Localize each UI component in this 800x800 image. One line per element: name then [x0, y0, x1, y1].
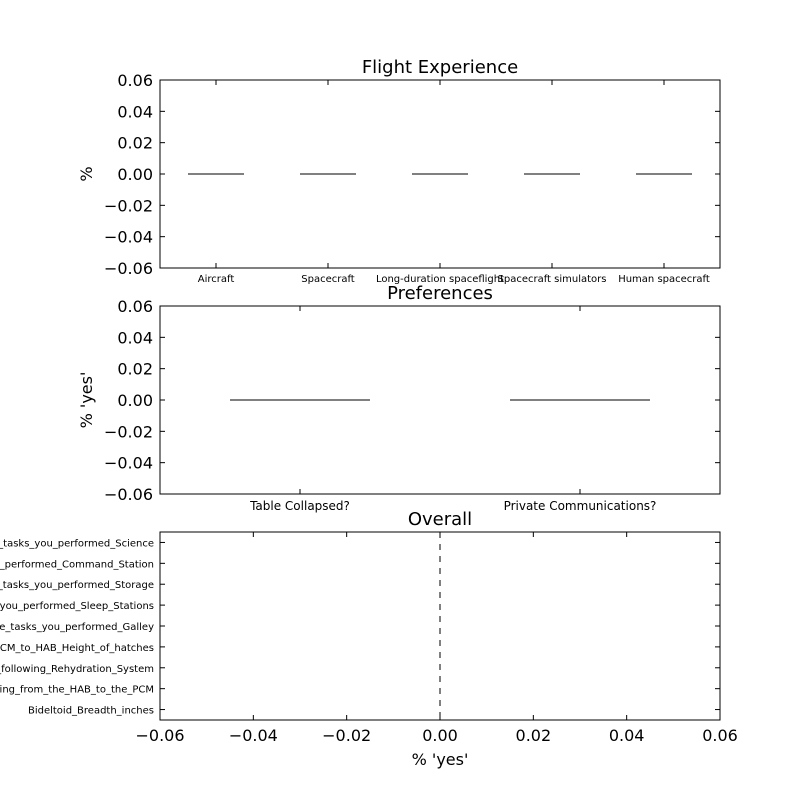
y-tick-label: 0.06: [117, 71, 153, 90]
x-tick-label: 0.02: [516, 726, 552, 745]
x-category-label: Spacecraft simulators: [498, 274, 607, 285]
preferences-panel: Preferences % 'yes' 0.06 0.04 0.02 0.00 −0.0…: [77, 283, 721, 513]
y-category-label: Bideltoid_Breadth_inches: [28, 706, 154, 717]
y-tick-label: −0.04: [104, 454, 153, 473]
y-category-label: Rate_the_tasks_you_performed_Science: [0, 538, 154, 549]
y-tick-label: −0.04: [104, 228, 153, 247]
y-tick-label: 0.02: [117, 134, 153, 153]
y-category-label: Ingress_from_the_PCM_to_HAB_Height_of_ha…: [0, 643, 154, 654]
y-category-label: Rate_the_tasks_you_performed_Galley: [0, 622, 154, 633]
x-category-label: Private Communications?: [504, 499, 657, 513]
overall-x-axis: −0.06 −0.04 −0.02 0.00 0.02 0.04 0.06: [135, 532, 738, 745]
x-category-label: Aircraft: [198, 274, 235, 285]
overall-panel: Overall % 'yes' −0.06 −0.04 −0.02 0.00 0.02 0…: [0, 509, 738, 769]
y-tick-label: −0.02: [104, 422, 153, 441]
y-tick-label: 0.00: [117, 165, 153, 184]
flight-experience-panel: Flight Experience % 0.06 0.04 0.02 0.00 −0.0…: [77, 57, 721, 285]
y-tick-label: −0.06: [104, 485, 153, 504]
flight-experience-title: Flight Experience: [362, 57, 518, 78]
y-tick-label: 0.04: [117, 328, 153, 347]
overall-title: Overall: [408, 509, 472, 530]
y-category-label: Rate_the_tasks_you_performed_Storage: [0, 580, 154, 591]
x-category-label: Table Collapsed?: [249, 499, 350, 513]
preferences-y-axis: 0.06 0.04 0.02 0.00 −0.02 −0.04 −0.06: [104, 297, 720, 504]
y-category-label: Rate_the_following_Rehydration_System: [0, 664, 154, 675]
y-tick-label: −0.06: [104, 259, 153, 278]
overall-xlabel: % 'yes': [412, 750, 469, 769]
overall-y-axis: Rate_the_tasks_you_performed_Science Rate…: [0, 538, 720, 717]
x-tick-label: 0.00: [422, 726, 458, 745]
y-tick-label: 0.02: [117, 360, 153, 379]
flight-experience-x-axis: Aircraft Spacecraft Long-duration spacefli…: [198, 80, 710, 285]
y-category-label: Rate_the_tasks_you_performed_Command_Sta…: [0, 559, 154, 570]
x-category-label: Human spacecraft: [618, 274, 710, 285]
x-tick-label: 0.06: [702, 726, 738, 745]
y-tick-label: 0.06: [117, 297, 153, 316]
y-tick-label: 0.04: [117, 102, 153, 121]
y-category-label: Egress_translating_and_descending_from_t…: [0, 685, 154, 696]
preferences-x-axis: Table Collapsed? Private Communications?: [249, 306, 656, 513]
x-tick-label: −0.06: [135, 726, 184, 745]
x-category-label: Long-duration spaceflight: [376, 274, 504, 285]
x-category-label: Spacecraft: [301, 274, 355, 285]
x-tick-label: −0.02: [322, 726, 371, 745]
y-tick-label: 0.00: [117, 391, 153, 410]
y-tick-label: −0.02: [104, 196, 153, 215]
flight-experience-ylabel: %: [77, 166, 96, 181]
x-tick-label: −0.04: [229, 726, 278, 745]
preferences-ylabel: % 'yes': [77, 372, 96, 429]
flight-experience-y-axis: 0.06 0.04 0.02 0.00 −0.02 −0.04 −0.06: [104, 71, 720, 278]
x-tick-label: 0.04: [609, 726, 645, 745]
y-category-label: Rate_the_tasks_you_performed_Sleep_Stati…: [0, 601, 154, 612]
preferences-title: Preferences: [387, 283, 493, 304]
